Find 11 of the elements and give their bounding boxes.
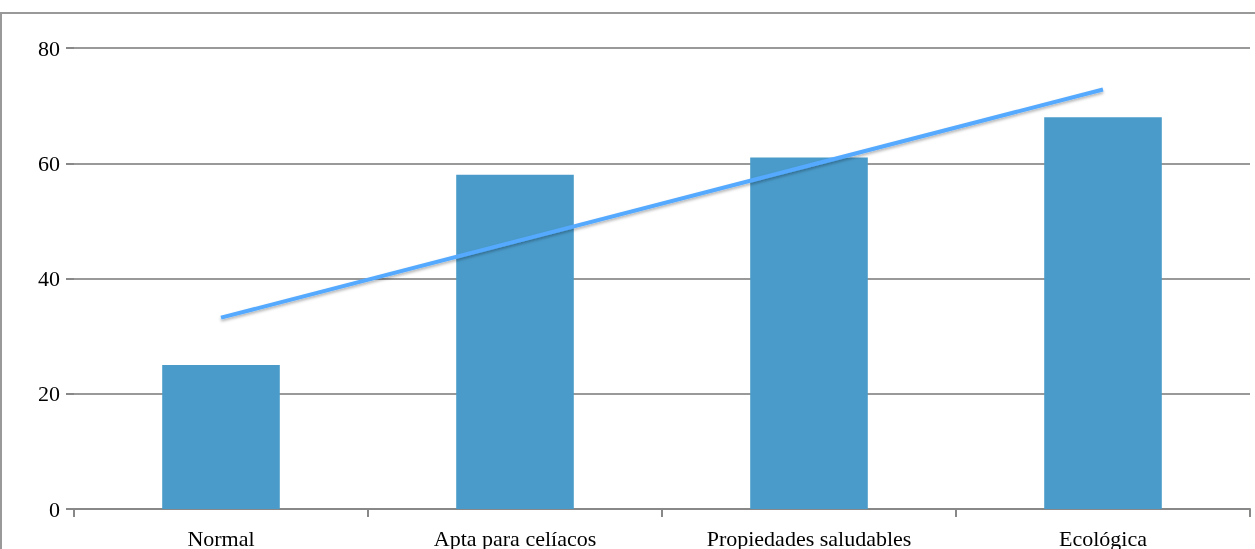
bar — [1044, 117, 1162, 509]
y-tick-label: 60 — [38, 150, 60, 176]
x-tick-label: Normal — [187, 525, 255, 549]
y-tick-label: 0 — [49, 496, 60, 522]
y-tick-label: 40 — [38, 266, 60, 291]
y-tick-label: 20 — [38, 381, 60, 407]
bar — [456, 174, 574, 509]
y-tick-label: 80 — [38, 35, 60, 61]
bar — [750, 157, 868, 509]
line-series — [219, 87, 1105, 320]
bar — [162, 364, 280, 509]
